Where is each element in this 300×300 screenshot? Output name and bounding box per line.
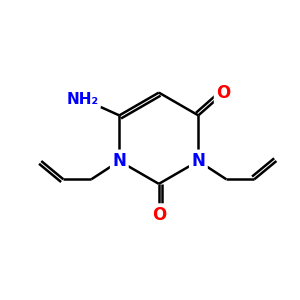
Text: N: N (112, 152, 126, 170)
Text: N: N (191, 152, 205, 170)
Text: NH₂: NH₂ (66, 92, 99, 107)
Text: O: O (216, 84, 230, 102)
Text: O: O (152, 206, 166, 224)
